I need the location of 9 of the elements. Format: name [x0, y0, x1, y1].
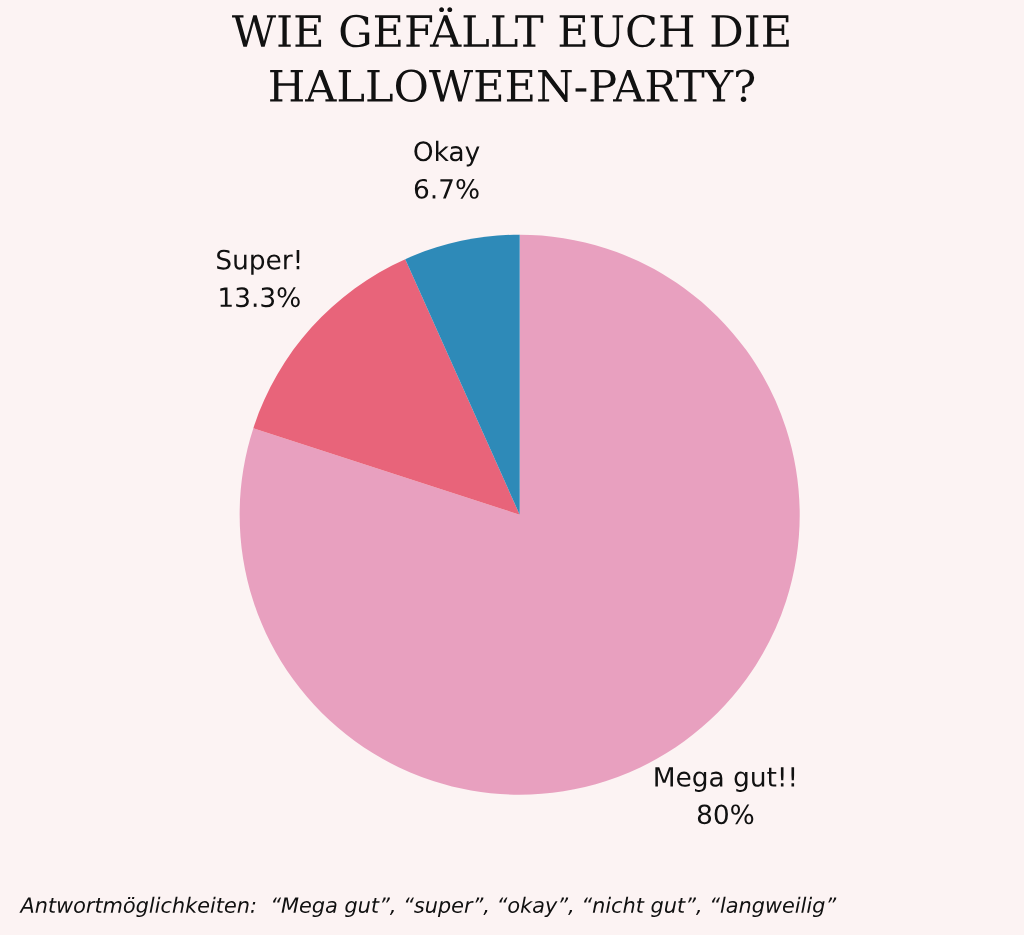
chart-title: WIE GEFÄLLT EUCH DIE HALLOWEEN-PARTY?	[232, 7, 789, 103]
pie-slice	[405, 234, 520, 515]
text: Antwortmöglichkeiten: “Mega gut”, “super”, “okay”, “nicht gut”, “langweilig”	[19, 896, 837, 918]
data-label: 6.7%	[414, 178, 479, 199]
slice-label: Okay	[414, 140, 480, 167]
slice-label: Mega gut!!	[655, 767, 795, 792]
data-label: 80%	[697, 804, 754, 825]
data-label: 13.3%	[220, 287, 300, 308]
slice-label: Super!	[217, 249, 300, 275]
